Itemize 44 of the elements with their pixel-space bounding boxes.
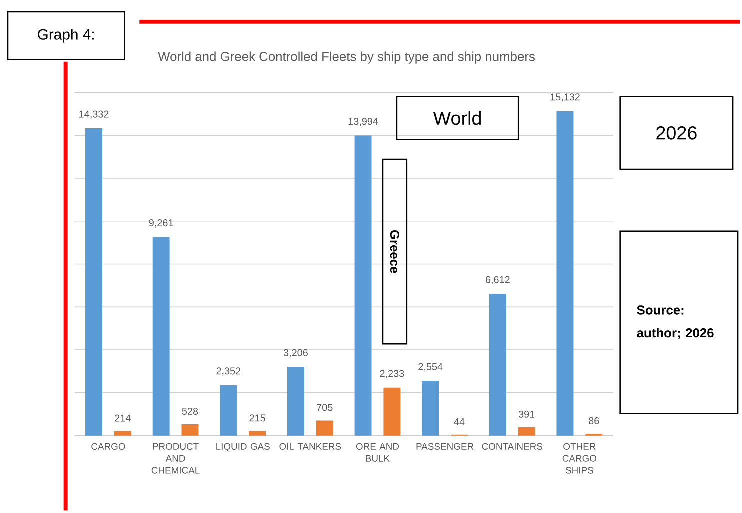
data-label: 391	[518, 411, 535, 418]
caption: Graph 4:	[38, 29, 94, 44]
data-label: 44	[454, 418, 465, 426]
x-tick-label: PASSENGER	[416, 444, 474, 450]
x-tick-label: OTHER CARGO SHIPS	[562, 444, 597, 474]
x-tick-label: LIQUID GAS	[216, 444, 270, 452]
bar	[114, 431, 132, 436]
x-tick-label: ORE AND BULK	[356, 444, 400, 462]
bar	[249, 431, 266, 436]
data-label: 6,612	[486, 276, 510, 285]
text: 2026	[656, 126, 697, 140]
bar	[556, 112, 574, 436]
data-label: 2,233	[380, 370, 404, 379]
data-label: 86	[589, 418, 600, 425]
x-tick-label: OIL TANKERS	[280, 444, 342, 450]
bar	[489, 294, 506, 436]
x-tick-label: CARGO	[92, 444, 126, 450]
source-note: Source: author; 2026	[637, 306, 714, 340]
data-label: 215	[250, 414, 266, 422]
data-label: 13,994	[348, 118, 378, 126]
bar	[354, 136, 372, 436]
bar	[182, 424, 199, 436]
data-label: 9,261	[149, 220, 174, 228]
bar	[220, 386, 238, 436]
bar	[422, 381, 440, 436]
data-label: 705	[317, 404, 333, 412]
bar	[384, 388, 401, 436]
annotation: Greece	[390, 230, 400, 274]
x-tick-label: CONTAINERS	[482, 444, 543, 450]
bar	[152, 237, 170, 436]
data-label: 214	[115, 414, 131, 422]
bar	[287, 367, 304, 436]
data-label: 2,352	[216, 368, 241, 376]
data-label: 528	[182, 408, 198, 416]
data-label: 14,332	[80, 111, 109, 120]
data-label: 2,554	[418, 364, 443, 372]
data-label: 15,132	[550, 94, 580, 102]
bar	[86, 128, 102, 436]
data-label: 3,206	[284, 350, 308, 358]
chart-title: World and Greek Controlled Fleets by ship type and ship numbers	[158, 52, 535, 64]
annotation: World	[433, 111, 482, 126]
bar	[518, 428, 536, 436]
bar	[316, 420, 334, 436]
x-tick-label: PRODUCT AND CHEMICAL	[152, 444, 200, 474]
